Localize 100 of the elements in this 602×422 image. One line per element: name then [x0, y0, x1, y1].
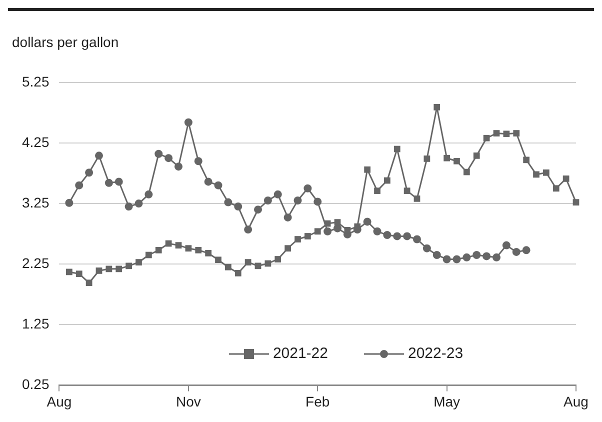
point — [373, 227, 382, 236]
point — [452, 255, 461, 264]
point — [146, 252, 152, 258]
point — [552, 185, 560, 192]
point — [284, 213, 292, 222]
legend-label: 2022-23 — [408, 345, 464, 362]
point — [225, 264, 232, 270]
point — [154, 150, 163, 158]
point — [482, 252, 491, 260]
point — [562, 176, 570, 182]
x-tick-label: Aug — [46, 393, 72, 410]
point — [215, 256, 222, 264]
point — [86, 280, 92, 286]
point — [572, 199, 580, 206]
y-tick-label: 2.25 — [22, 254, 50, 271]
point — [434, 104, 440, 110]
point — [254, 206, 262, 214]
point — [424, 156, 430, 162]
point — [274, 256, 282, 262]
point — [413, 235, 421, 244]
point — [134, 200, 143, 208]
point — [314, 228, 321, 235]
point — [205, 250, 212, 256]
point — [66, 268, 72, 276]
point — [294, 236, 301, 242]
point — [414, 195, 420, 202]
point — [254, 262, 262, 270]
point — [363, 218, 372, 226]
point — [114, 178, 123, 186]
point — [444, 154, 450, 162]
point — [513, 130, 520, 136]
point — [116, 266, 122, 272]
point — [503, 130, 510, 138]
point — [136, 259, 142, 266]
point — [234, 202, 242, 211]
point — [96, 268, 102, 274]
point — [65, 198, 74, 207]
point — [304, 184, 312, 192]
point — [304, 233, 311, 240]
point — [472, 250, 481, 259]
point — [523, 156, 530, 164]
point — [493, 130, 500, 136]
point — [442, 255, 451, 264]
point — [334, 219, 341, 226]
point — [194, 157, 202, 166]
point — [284, 245, 291, 252]
point — [334, 224, 342, 232]
point — [185, 245, 192, 252]
point — [76, 270, 82, 277]
point — [314, 198, 322, 206]
point — [124, 202, 133, 211]
point — [104, 178, 113, 187]
point — [483, 134, 490, 142]
x-tick-label: Nov — [176, 393, 201, 410]
point — [224, 198, 232, 206]
point — [492, 253, 500, 262]
point — [244, 226, 252, 234]
point — [106, 266, 112, 272]
point — [234, 270, 242, 276]
point — [184, 118, 192, 126]
point — [393, 232, 402, 240]
point — [533, 171, 540, 178]
point — [404, 188, 410, 194]
x-tick-label: May — [434, 393, 460, 410]
point — [473, 152, 480, 159]
point — [274, 190, 282, 198]
point — [462, 253, 471, 262]
point — [175, 242, 182, 248]
y-tick-label: 3.25 — [22, 194, 50, 210]
y-tick-label: 4.25 — [22, 134, 50, 150]
point — [264, 196, 272, 204]
point — [512, 248, 520, 256]
point — [324, 227, 332, 236]
y-tick-label: 5.25 — [22, 73, 50, 90]
point — [464, 168, 470, 176]
point — [244, 259, 252, 266]
point — [155, 246, 162, 254]
y-axis-title: dollars per gallon — [12, 34, 119, 50]
point — [403, 232, 412, 240]
point — [422, 244, 431, 252]
point — [374, 188, 380, 194]
point — [502, 241, 510, 250]
point — [522, 246, 530, 254]
point — [432, 250, 441, 259]
point — [126, 262, 132, 270]
point — [543, 169, 550, 176]
y-tick-label: 1.25 — [22, 316, 50, 332]
point — [383, 231, 392, 240]
point — [85, 168, 94, 177]
point — [454, 158, 460, 164]
x-tick-label: Aug — [564, 393, 588, 410]
point — [204, 178, 212, 186]
point — [364, 166, 370, 173]
point — [394, 146, 400, 152]
point — [195, 246, 202, 254]
point — [174, 162, 182, 171]
legend-label: 2021-22 — [272, 345, 328, 362]
y-tick-label: 0.25 — [22, 376, 50, 392]
x-tick-label: Feb — [306, 393, 330, 410]
point — [214, 181, 222, 190]
